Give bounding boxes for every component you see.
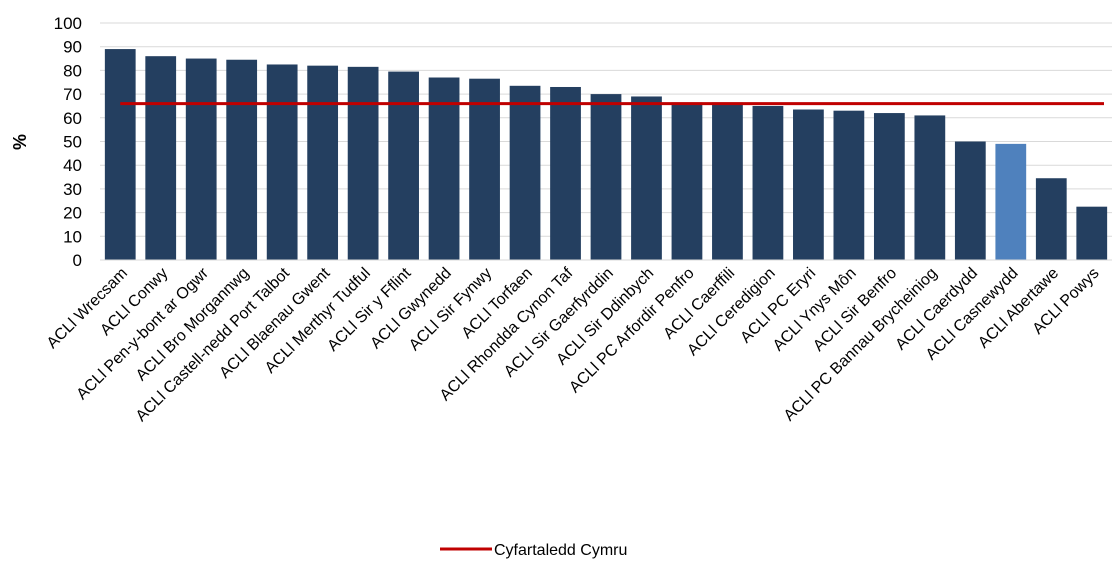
- bar: [752, 105, 784, 260]
- bar: [793, 109, 824, 260]
- y-tick-label: 20: [63, 204, 82, 223]
- bar: [145, 56, 177, 261]
- bar: [712, 102, 743, 261]
- y-tick-label: 40: [63, 156, 82, 175]
- bar: [954, 141, 986, 260]
- bar: [307, 65, 339, 260]
- bars: [104, 49, 1108, 261]
- bar: [631, 96, 662, 260]
- y-tick-label: 0: [73, 251, 82, 270]
- bar: [428, 77, 460, 260]
- y-tick-label: 80: [63, 61, 82, 80]
- bar: [550, 86, 581, 261]
- bar: [833, 110, 865, 260]
- bar: [1035, 178, 1067, 260]
- bar: [509, 85, 541, 261]
- legend: Cyfartaledd Cymru: [440, 542, 627, 559]
- bar: [266, 64, 298, 260]
- bar: [226, 59, 258, 260]
- legend-label: Cyfartaledd Cymru: [494, 542, 627, 559]
- bar: [1076, 206, 1108, 260]
- bar: [347, 66, 379, 260]
- bar: [995, 143, 1027, 260]
- y-tick-label: 30: [63, 180, 82, 199]
- y-tick-label: 10: [63, 227, 82, 246]
- y-tick-label: 70: [63, 85, 82, 104]
- y-tick-label: 60: [63, 109, 82, 128]
- bar: [590, 94, 622, 260]
- y-tick-label: 100: [54, 14, 82, 33]
- y-tick-label: 90: [63, 38, 82, 57]
- bar: [185, 58, 217, 260]
- bar: [671, 102, 703, 261]
- bar: [873, 113, 905, 260]
- x-category-label: ACLl Torfaen: [459, 265, 536, 342]
- bar: [388, 71, 419, 261]
- bar: [914, 115, 946, 261]
- y-tick-label: 50: [63, 133, 82, 152]
- y-axis-tick-labels: 0 10 20 30 40 50 60 70 80 90 100: [54, 14, 82, 270]
- y-axis-title: %: [10, 134, 30, 150]
- bar: [104, 49, 136, 260]
- bar: [469, 78, 500, 260]
